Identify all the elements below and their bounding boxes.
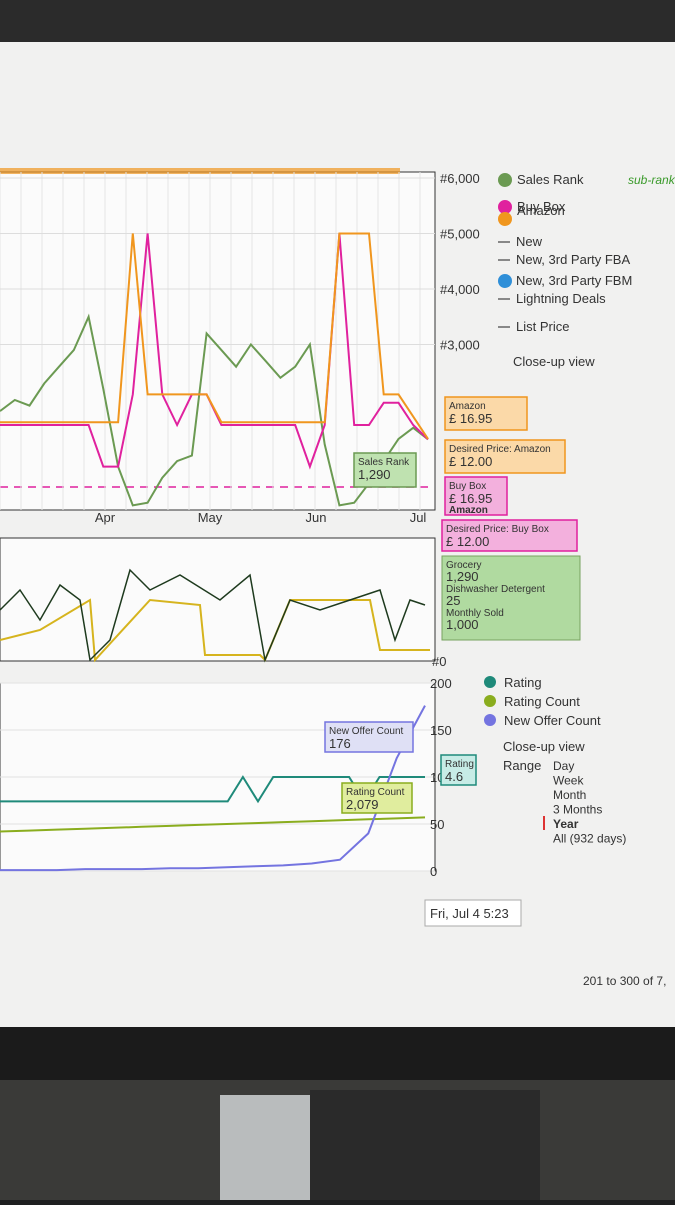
range-option[interactable]: 3 Months <box>553 803 602 817</box>
tooltip-text: 1,290 <box>446 569 479 584</box>
tooltip <box>444 439 566 474</box>
y-tick-label: #6,000 <box>440 171 480 186</box>
y-tick-label: #4,000 <box>440 282 480 297</box>
tooltip-text: £ 16.95 <box>449 491 492 506</box>
tooltip-text: 25 <box>446 593 460 608</box>
tooltip <box>441 519 578 552</box>
tooltip-text: £ 16.95 <box>449 411 492 426</box>
tooltip <box>441 555 581 641</box>
chart-layer: #6,000 #5,000 #4,000 #3,000 Apr May Jun Jul Sale… <box>0 171 675 988</box>
legend-label: New Offer Count <box>504 713 601 728</box>
legend-label: Rating <box>504 675 542 690</box>
legend-dot <box>484 695 496 707</box>
rank-line-decor <box>0 568 426 663</box>
tooltip-text: Dishwasher Detergent <box>446 584 545 595</box>
x-tick-label: Jul <box>410 510 427 525</box>
x-tick-label: May <box>198 510 223 525</box>
x-tick-label: Jun <box>306 510 327 525</box>
y-tick-label: #0 <box>432 654 446 669</box>
tooltip-text: Sales Rank <box>358 457 410 468</box>
close-up-toggle[interactable]: Close-up view <box>503 739 585 754</box>
range-option[interactable]: Week <box>553 774 584 788</box>
tooltip-text: 1,000 <box>446 617 479 632</box>
amazon-availability-strip <box>0 168 400 174</box>
series-line <box>0 313 429 507</box>
range-label: Range <box>503 758 541 773</box>
tooltip-text: Buy Box <box>449 481 486 492</box>
bezel-top <box>0 0 675 42</box>
pagination: 201 to 300 of 7, <box>583 974 666 988</box>
legend-dot <box>484 676 496 688</box>
tooltip <box>324 721 414 753</box>
y-tick-label: 0 <box>430 864 437 879</box>
stand-base <box>310 1090 540 1200</box>
legend-label: New, 3rd Party FBM <box>516 273 632 288</box>
tooltip-text: New Offer Count <box>329 726 404 737</box>
legend-label: New, 3rd Party FBA <box>516 252 630 267</box>
tooltip-text: 2,079 <box>346 797 379 812</box>
rank-line-decor <box>0 598 430 663</box>
y-tick-label: #3,000 <box>440 338 480 353</box>
y-tick-label: 150 <box>430 723 452 738</box>
legend-label: Rating Count <box>504 694 580 709</box>
tooltip-text: Rating Count <box>346 787 405 798</box>
legend-label: Amazon <box>517 203 565 218</box>
y-tick-label: #5,000 <box>440 227 480 242</box>
tooltip <box>341 782 413 814</box>
series-line <box>0 232 429 440</box>
tooltip-text: Desired Price: Amazon <box>449 444 551 455</box>
tooltip <box>353 452 417 488</box>
legend-dot <box>498 200 512 214</box>
legend-label: New <box>516 234 543 249</box>
tooltip-text: 4.6 <box>445 769 463 784</box>
tooltip-text: Amazon <box>449 505 488 516</box>
sub-rank: sub-rank <box>628 173 675 187</box>
range-marker <box>543 816 545 830</box>
legend-dot <box>498 212 512 226</box>
legend-label: List Price <box>516 319 569 334</box>
legend-label: Sales Rank <box>517 172 584 187</box>
tooltip-text: £ 12.00 <box>449 454 492 469</box>
legend-dot <box>498 274 512 288</box>
tooltip-text: 1,290 <box>358 467 391 482</box>
tooltip-text: £ 12.00 <box>446 534 489 549</box>
series-line <box>0 816 426 833</box>
legend-label: Lightning Deals <box>516 291 606 306</box>
legend-dot <box>484 714 496 726</box>
legend-label: Buy Box <box>517 199 566 214</box>
range-option[interactable]: All (932 days) <box>553 832 626 846</box>
series-line <box>0 705 426 872</box>
tooltip-text: Grocery <box>446 560 482 571</box>
timestamp-box <box>424 899 522 927</box>
y-tick-label: 50 <box>430 817 444 832</box>
timestamp: Fri, Jul 4 5:23 <box>430 906 509 921</box>
range-option[interactable]: Day <box>553 759 574 773</box>
tooltip-text: Monthly Sold <box>446 608 504 619</box>
y-tick-label: 200 <box>430 676 452 691</box>
range-option[interactable]: Year <box>553 817 579 831</box>
range-option[interactable]: Month <box>553 788 586 802</box>
close-up-toggle[interactable]: Close-up view <box>513 354 595 369</box>
stand <box>220 1095 310 1200</box>
x-tick-label: Apr <box>95 510 116 525</box>
tooltip-text: Amazon <box>449 401 486 412</box>
tooltip <box>444 476 508 516</box>
tooltip-text: Rating <box>445 759 474 770</box>
legend-dot <box>498 173 512 187</box>
tooltip-text: Desired Price: Buy Box <box>446 524 549 535</box>
tooltip <box>444 396 528 431</box>
tooltip <box>440 754 477 786</box>
tooltip-text: 176 <box>329 736 351 751</box>
